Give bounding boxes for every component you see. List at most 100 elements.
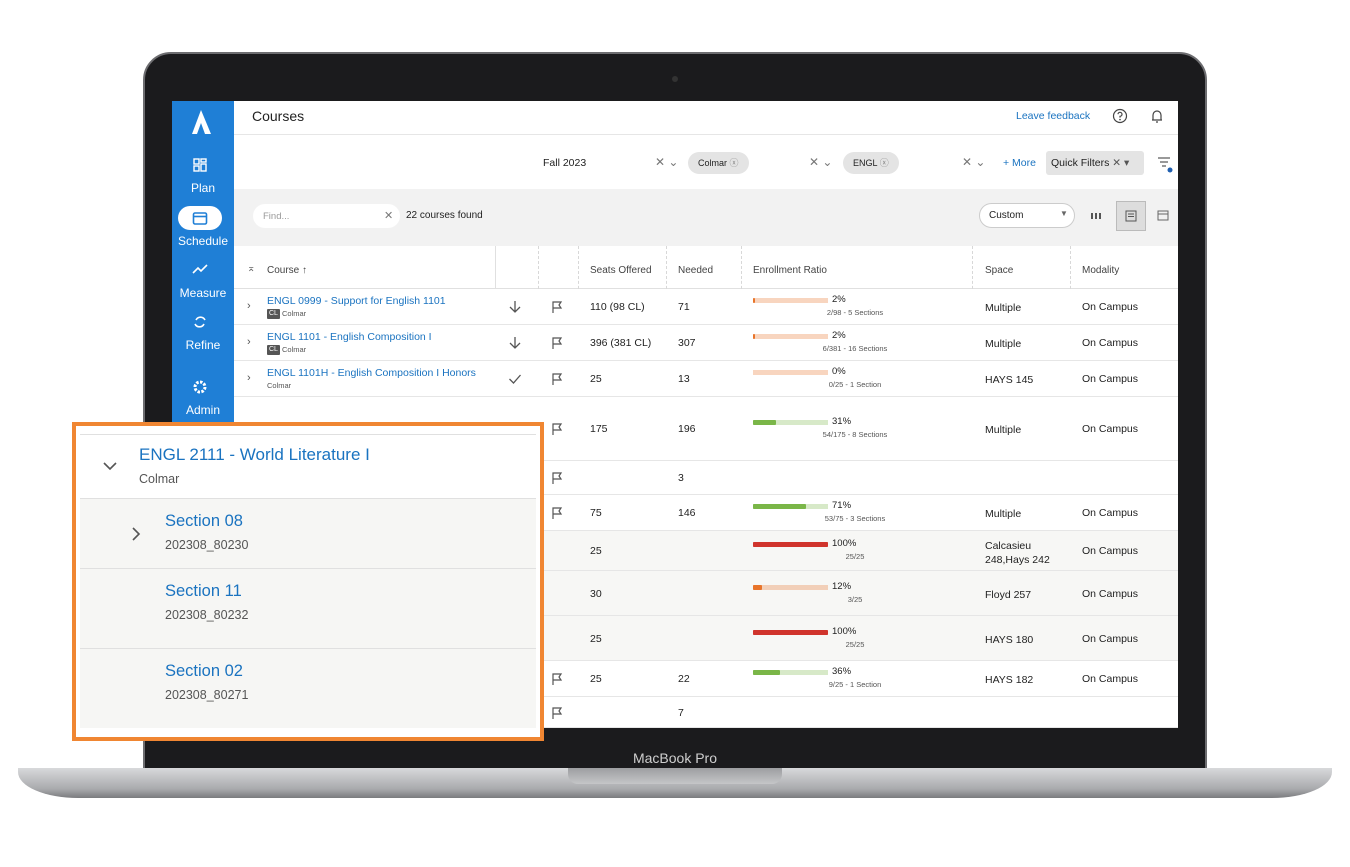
nav-measure[interactable]: Measure	[179, 286, 227, 300]
logo	[192, 110, 211, 134]
nav-schedule[interactable]: Schedule	[177, 234, 229, 248]
seats-offered: 396 (381 CL)	[590, 337, 652, 349]
filter-chip[interactable]: ENGL ⓧ	[843, 152, 899, 174]
quick-filters-button[interactable]: Quick Filters ✕ ▾	[1046, 151, 1144, 175]
course-name[interactable]: ENGL 1101H - English Composition I Honor…	[267, 367, 476, 379]
ratio-track	[753, 370, 828, 375]
calendar-icon[interactable]	[1157, 209, 1169, 221]
course-title[interactable]: ENGL 2111 - World Literature I	[139, 445, 370, 464]
nav-admin[interactable]: Admin	[185, 403, 220, 417]
modality: On Campus	[1082, 301, 1139, 313]
ratio-bar	[753, 298, 755, 303]
seats-offered: 75	[590, 507, 602, 519]
ratio-detail: 25/25	[845, 639, 865, 649]
section-id: 202308_80271	[165, 688, 249, 702]
chevron-glyph	[132, 527, 141, 541]
ratio-detail: 6/381 - 16 Sections	[822, 344, 888, 353]
ratio-bar	[753, 629, 828, 635]
chip-label: Colmar	[698, 158, 728, 168]
column-header[interactable]: Course ↑	[267, 265, 308, 276]
column-header[interactable]: Enrollment Ratio	[753, 265, 827, 276]
flag-icon[interactable]	[551, 706, 563, 720]
search-clear[interactable]: ✕	[384, 210, 394, 222]
campus-badge: CL	[267, 345, 280, 355]
flag-glyph	[552, 507, 563, 519]
seats-needed: 196	[678, 423, 696, 435]
space: Multiple	[985, 424, 1022, 436]
expand-chevron[interactable]: ›	[247, 300, 251, 312]
schedule-pill[interactable]	[178, 206, 222, 230]
modality: On Campus	[1082, 423, 1139, 435]
expand-chevron[interactable]: ›	[247, 372, 251, 384]
bell-icon[interactable]	[1150, 108, 1164, 124]
status-glyph	[509, 301, 521, 313]
ratio-bar	[753, 504, 807, 509]
result-count: 22 courses found	[406, 210, 483, 221]
table-row	[234, 325, 1178, 361]
flag-glyph	[552, 472, 563, 484]
filter-icon[interactable]	[1157, 156, 1175, 174]
search-box[interactable]	[253, 204, 400, 228]
ratio-label: 71%	[832, 500, 852, 511]
section-id: 202308_80232	[165, 608, 249, 622]
course-name[interactable]: ENGL 0999 - Support for English 1101	[267, 295, 446, 307]
section-name[interactable]: Section 02	[165, 662, 243, 680]
flag-icon[interactable]	[551, 672, 563, 686]
ratio-label: 2%	[832, 330, 846, 341]
column-header[interactable]: Space	[985, 265, 1014, 276]
section-row	[80, 568, 536, 649]
schedule-icon	[192, 212, 208, 225]
ratio-label: 12%	[832, 580, 852, 592]
help-icon[interactable]	[1112, 108, 1128, 124]
expand-chevron[interactable]: ›	[247, 336, 251, 348]
flag-icon[interactable]	[551, 372, 563, 386]
seats-offered: 30	[590, 587, 602, 600]
section-name[interactable]: Section 11	[165, 582, 242, 600]
space: Calcasieu 248,Hays 242	[985, 540, 1050, 566]
modality: On Campus	[1082, 587, 1139, 600]
columns-icon[interactable]	[1090, 211, 1102, 221]
seats-offered: 110 (98 CL)	[590, 301, 645, 313]
section-name[interactable]: Section 08	[165, 512, 243, 530]
view-select[interactable]	[979, 203, 1075, 228]
flag-icon[interactable]	[551, 422, 563, 436]
collapse-all[interactable]: ⌅	[247, 263, 256, 274]
modality: On Campus	[1082, 673, 1139, 685]
quick-filters-label: Quick Filters	[1051, 157, 1110, 169]
filter-chip[interactable]: Colmar ⓧ	[688, 152, 749, 174]
more-filters[interactable]: + More	[1003, 157, 1036, 169]
column-header[interactable]: Needed	[678, 265, 714, 276]
term-clear[interactable]: ✕ ⌄	[655, 155, 679, 169]
term-select[interactable]: Fall 2023	[543, 157, 587, 169]
chip-clear[interactable]: ✕ ⌄	[962, 155, 986, 169]
seats-needed: 71	[678, 301, 690, 313]
course-name[interactable]: ENGL 1101 - English Composition I	[267, 331, 432, 343]
ratio-detail: 25/25	[845, 552, 865, 561]
seats-needed: 3	[678, 472, 684, 484]
status-icon	[509, 301, 521, 313]
chip-clear[interactable]: ✕ ⌄	[809, 155, 833, 169]
modality: On Campus	[1082, 373, 1139, 385]
ratio-label: 2%	[832, 294, 846, 305]
flag-icon[interactable]	[551, 506, 563, 520]
campus-name: Colmar	[267, 381, 292, 390]
flag-glyph	[552, 301, 563, 313]
flag-icon[interactable]	[551, 336, 563, 350]
laptop-notch	[568, 768, 782, 784]
feedback-link[interactable]: Leave feedback	[1016, 110, 1091, 122]
collapse-chevron[interactable]	[102, 460, 118, 472]
search-placeholder: Find...	[263, 211, 290, 222]
column-header[interactable]: Modality	[1082, 265, 1120, 276]
flag-icon[interactable]	[551, 471, 563, 485]
column-header[interactable]: Seats Offered	[590, 265, 652, 276]
nav-plan[interactable]: Plan	[190, 181, 216, 195]
seats-needed: 307	[678, 337, 696, 349]
status-glyph	[509, 337, 521, 349]
nav-refine[interactable]: Refine	[185, 338, 221, 352]
ratio-label: 36%	[832, 666, 852, 677]
modality: On Campus	[1082, 632, 1139, 645]
flag-icon[interactable]	[551, 300, 563, 314]
view-label: Custom	[989, 210, 1024, 221]
space: Floyd 257	[985, 588, 1032, 601]
expand-chevron[interactable]	[130, 526, 142, 542]
